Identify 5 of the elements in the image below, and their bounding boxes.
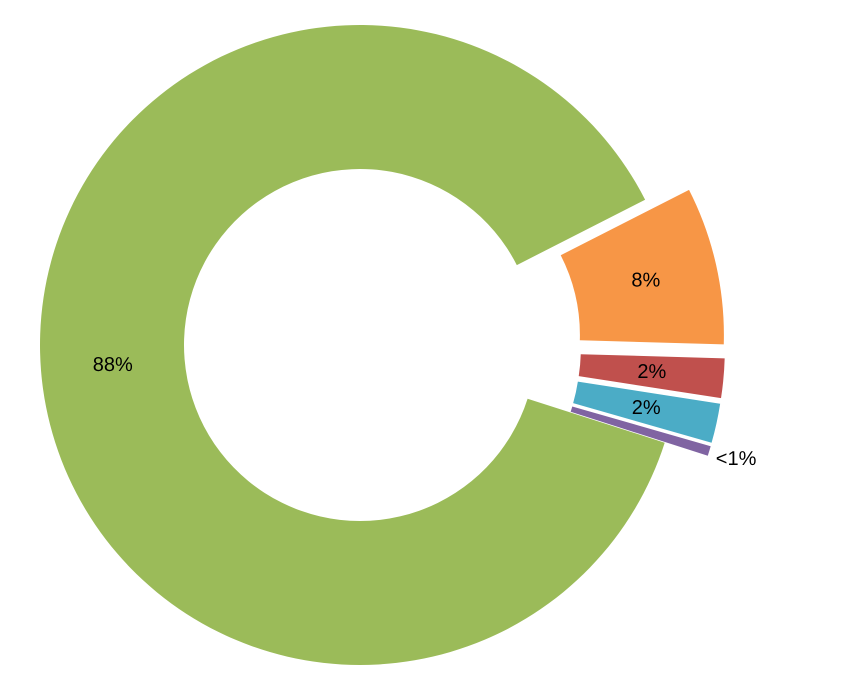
data-label: <1% — [716, 448, 757, 470]
data-label: 2% — [632, 396, 661, 419]
data-label: 2% — [637, 360, 666, 383]
data-label: 8% — [631, 270, 661, 292]
data-label: 88% — [92, 354, 134, 376]
